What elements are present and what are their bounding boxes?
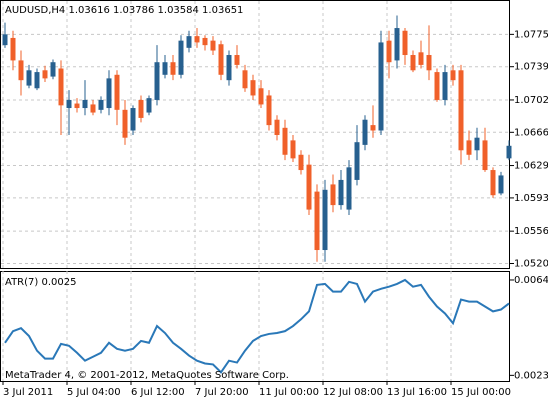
candle-body xyxy=(338,179,344,206)
candle-body xyxy=(474,137,480,151)
candle-body xyxy=(90,104,96,113)
y-tick-label: 1.05930 xyxy=(514,193,548,204)
candle-body xyxy=(362,119,368,145)
copyright: MetaTrader 4, © 2001-2012, MetaQuotes So… xyxy=(5,370,289,381)
candle-body xyxy=(314,191,320,251)
candle-body xyxy=(490,170,496,196)
candle-body xyxy=(122,109,128,138)
x-tick-label: 15 Jul 00:00 xyxy=(451,387,511,398)
candle-body xyxy=(402,30,408,56)
sub-frame xyxy=(0,271,510,382)
candle-body xyxy=(274,119,280,135)
candle-body xyxy=(298,154,304,171)
candle-body xyxy=(218,44,224,75)
candle-body xyxy=(330,184,336,206)
x-tick-label: 11 Jul 00:00 xyxy=(259,387,319,398)
candle-body xyxy=(242,70,248,89)
y-tick-label: 1.05200 xyxy=(514,259,548,270)
candle-body xyxy=(98,99,104,110)
candle-body xyxy=(114,74,120,110)
x-tick-label: 7 Jul 20:00 xyxy=(195,387,249,398)
candle-body xyxy=(26,70,32,86)
candle-body xyxy=(106,78,112,109)
candle-body xyxy=(202,37,208,46)
candle-body xyxy=(226,55,232,81)
candle-body xyxy=(234,55,240,65)
candle-body xyxy=(498,175,504,194)
candle-body xyxy=(506,145,512,159)
candle-body xyxy=(282,127,288,155)
candle-body xyxy=(394,28,400,61)
candle-body xyxy=(418,52,424,65)
candle-body xyxy=(322,189,328,251)
y-tick-label: 0.0023 xyxy=(514,370,548,381)
candle-body xyxy=(442,72,448,100)
candle-body xyxy=(58,68,64,106)
candle-body xyxy=(154,62,160,100)
x-tick-label: 6 Jul 12:00 xyxy=(131,387,185,398)
y-tick-label: 1.05560 xyxy=(514,226,548,237)
y-tick-label: 1.06290 xyxy=(514,161,548,172)
candle-body xyxy=(258,88,264,105)
indicator-title: ATR(7) 0.0025 xyxy=(5,277,76,288)
candle-body xyxy=(370,125,376,131)
candle-body xyxy=(130,108,136,131)
y-tick-label: 1.07020 xyxy=(514,95,548,106)
candle-body xyxy=(10,37,16,61)
candle-body xyxy=(250,80,256,96)
candle-body xyxy=(450,70,456,81)
candle-body xyxy=(194,36,200,43)
candle-body xyxy=(186,36,192,48)
candle-body xyxy=(66,99,72,109)
candle-body xyxy=(410,55,416,71)
y-tick-label: 1.07750 xyxy=(514,29,548,40)
x-tick-label: 12 Jul 08:00 xyxy=(323,387,383,398)
x-tick-label: 5 Jul 04:00 xyxy=(67,387,121,398)
main-frame xyxy=(0,0,510,269)
candle-body xyxy=(386,40,392,63)
y-tick-label: 1.06660 xyxy=(514,127,548,138)
candle-body xyxy=(82,99,88,109)
candle-body xyxy=(378,42,384,131)
chart-title: AUDUSD,H4 1.03616 1.03786 1.03584 1.0365… xyxy=(5,5,243,16)
candle-body xyxy=(210,40,216,51)
candle-body xyxy=(146,98,152,113)
candle-body xyxy=(170,62,176,75)
candle-body xyxy=(466,140,472,155)
x-tick-label: 3 Jul 2011 xyxy=(3,387,53,398)
candle-body xyxy=(290,140,296,159)
y-tick-label: 0.0064 xyxy=(514,275,548,286)
candle-body xyxy=(266,95,272,126)
candle-body xyxy=(2,34,8,46)
x-tick-label: 13 Jul 16:00 xyxy=(387,387,447,398)
candle-body xyxy=(138,99,144,118)
candle-body xyxy=(346,167,352,210)
indicator-line xyxy=(4,278,510,374)
candle-body xyxy=(50,62,56,77)
candle-body xyxy=(426,55,432,71)
candle-body xyxy=(482,140,488,171)
candle-body xyxy=(434,72,440,100)
candle-body xyxy=(74,103,80,109)
candle-body xyxy=(354,142,360,180)
candle-body xyxy=(458,70,464,151)
candle-body xyxy=(18,60,24,81)
y-tick-label: 1.07390 xyxy=(514,62,548,73)
candle-body xyxy=(162,62,168,75)
candle-body xyxy=(306,164,312,210)
candle-body xyxy=(178,40,184,75)
candle-body xyxy=(42,70,48,79)
candle-body xyxy=(34,72,40,89)
